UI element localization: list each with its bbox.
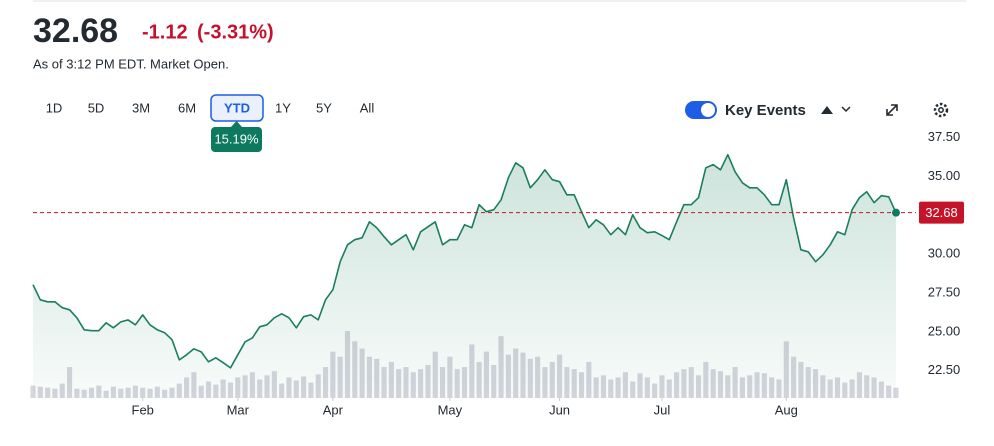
y-tick-label: 25.00: [928, 323, 961, 338]
fullscreen-icon[interactable]: [886, 104, 898, 116]
dropdown-caret: [841, 106, 851, 113]
settings-icon[interactable]: [933, 102, 949, 118]
market-status: As of 3:12 PM EDT. Market Open.: [33, 56, 229, 71]
y-tick-label: 27.50: [928, 285, 961, 300]
x-tick-label: Feb: [132, 402, 154, 417]
range-button-selected[interactable]: [210, 94, 264, 122]
range-button[interactable]: 5Y: [316, 100, 332, 115]
change: -1.12: [142, 21, 188, 43]
settings-icon-center: [938, 107, 944, 113]
chart-type-icon[interactable]: [821, 106, 833, 114]
x-tick-label: Jul: [654, 402, 671, 417]
x-tick-label: May: [438, 402, 463, 417]
toggle-knob: [701, 103, 715, 117]
price-line: [32, 153, 897, 369]
range-button[interactable]: YTD: [224, 100, 250, 115]
y-tick-label: 35.00: [928, 168, 961, 183]
key-events-label: Key Events: [725, 102, 806, 119]
range-selector: 1D 5D 3M 6M YTD 1Y 5Y All: [46, 94, 375, 122]
range-button[interactable]: 3M: [132, 100, 150, 115]
last-price-badge: [919, 201, 964, 224]
change-percent: (-3.31%): [197, 21, 274, 43]
y-tick-label: 30.00: [928, 246, 961, 261]
y-tick-label: 37.50: [928, 129, 961, 144]
range-button[interactable]: 6M: [178, 100, 196, 115]
last-price-label: 32.68: [925, 205, 958, 220]
x-tick-label: Apr: [323, 402, 344, 417]
x-tick-label: Mar: [227, 402, 250, 417]
badge-pointer: [231, 121, 242, 127]
last-point: [892, 208, 900, 217]
return-badge: [211, 127, 262, 152]
area-fill: [33, 154, 896, 398]
range-return: 15.19%: [214, 131, 259, 146]
range-button[interactable]: 1D: [46, 100, 63, 115]
range-button[interactable]: 5D: [88, 100, 105, 115]
x-tick-label: Aug: [775, 402, 798, 417]
y-tick-label: 22.50: [928, 362, 961, 377]
range-button[interactable]: All: [360, 100, 375, 115]
chart: 22.5025.0027.5030.0032.5035.0037.50FebMa…: [30, 129, 964, 417]
x-tick-label: Jun: [549, 402, 570, 417]
price: 32.68: [33, 12, 118, 50]
range-button[interactable]: 1Y: [275, 100, 291, 115]
